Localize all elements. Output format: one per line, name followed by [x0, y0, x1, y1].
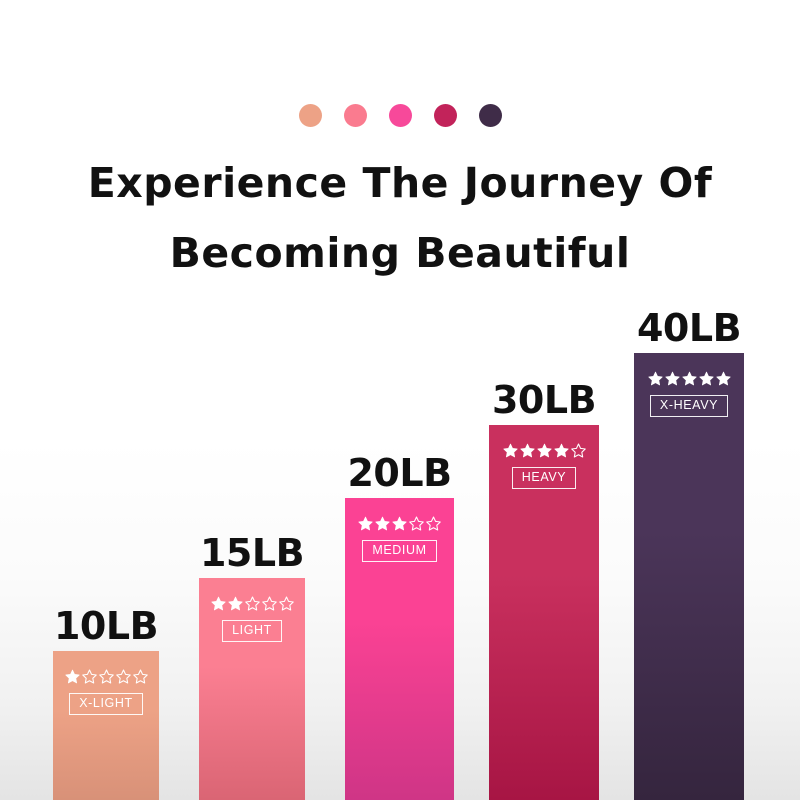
- level-badge: HEAVY: [511, 467, 577, 489]
- dot-light-icon: [343, 104, 367, 127]
- star-empty-icon: [244, 596, 260, 611]
- star-empty-icon: [570, 443, 586, 458]
- star-filled-icon: [681, 371, 697, 386]
- star-filled-icon: [227, 596, 243, 611]
- star-rating: [64, 669, 148, 684]
- bar-body: HEAVY: [489, 425, 599, 800]
- bar-body: MEDIUM: [345, 498, 454, 800]
- bar-body: X-LIGHT: [53, 651, 159, 800]
- bar-column-medium[interactable]: 20LB MEDIUM: [345, 452, 454, 800]
- dot-medium-icon: [388, 104, 412, 127]
- bar-value-label: 20LB: [347, 451, 452, 495]
- star-filled-icon: [392, 516, 407, 531]
- star-rating: [358, 516, 441, 531]
- star-rating: [502, 443, 586, 458]
- star-filled-icon: [715, 371, 731, 386]
- bar-value-label: 15LB: [199, 531, 305, 575]
- page-title-line-1: Experience The Journey Of: [87, 159, 713, 207]
- bar-column-light[interactable]: 15LB LIGHT: [199, 532, 305, 800]
- bar-column-heavy[interactable]: 30LB HEAVY: [489, 379, 599, 800]
- star-empty-icon: [278, 596, 294, 611]
- star-empty-icon: [98, 669, 114, 684]
- star-rating: [647, 371, 731, 386]
- star-filled-icon: [519, 443, 535, 458]
- star-filled-icon: [358, 516, 373, 531]
- color-swatch-dots: [0, 104, 800, 127]
- star-filled-icon: [536, 443, 552, 458]
- star-filled-icon: [210, 596, 226, 611]
- star-empty-icon: [81, 669, 97, 684]
- level-badge: MEDIUM: [362, 540, 437, 562]
- level-badge: X-LIGHT: [69, 693, 143, 715]
- bar-column-x-heavy[interactable]: 40LB X-HEAVY: [634, 307, 744, 800]
- star-empty-icon: [261, 596, 277, 611]
- star-rating: [210, 596, 294, 611]
- star-empty-icon: [115, 669, 131, 684]
- star-filled-icon: [698, 371, 714, 386]
- dot-x-light-icon: [298, 104, 322, 127]
- dot-heavy-icon: [433, 104, 457, 127]
- bar-column-x-light[interactable]: 10LB X-LIGHT: [53, 605, 159, 800]
- level-badge: X-HEAVY: [649, 395, 729, 417]
- star-empty-icon: [426, 516, 441, 531]
- bar-value-label: 40LB: [636, 306, 742, 350]
- star-filled-icon: [502, 443, 518, 458]
- star-empty-icon: [132, 669, 148, 684]
- bar-value-label: 30LB: [491, 378, 597, 422]
- page-title: Experience The Journey Of Becoming Beaut…: [0, 148, 800, 288]
- bar-body: X-HEAVY: [634, 353, 744, 800]
- star-filled-icon: [647, 371, 663, 386]
- bar-value-label: 10LB: [53, 604, 159, 648]
- star-filled-icon: [64, 669, 80, 684]
- star-empty-icon: [409, 516, 424, 531]
- level-badge: LIGHT: [222, 620, 282, 642]
- bar-body: LIGHT: [199, 578, 305, 800]
- star-filled-icon: [553, 443, 569, 458]
- dot-x-heavy-icon: [478, 104, 502, 127]
- star-filled-icon: [375, 516, 390, 531]
- star-filled-icon: [664, 371, 680, 386]
- page-title-line-2: Becoming Beautiful: [169, 229, 631, 277]
